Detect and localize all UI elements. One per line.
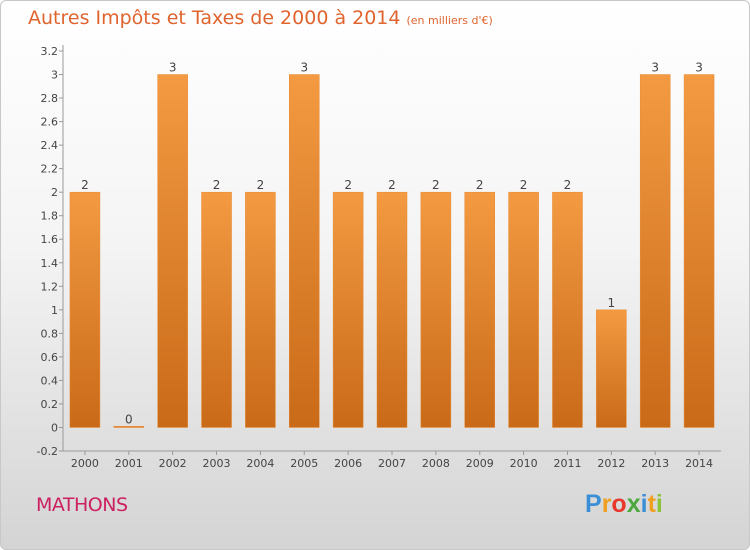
bar-value-label: 2 [476, 178, 484, 192]
logo-letter: t [647, 490, 656, 518]
y-tick-label: 1.8 [41, 210, 59, 223]
y-tick-label: 1.6 [41, 233, 59, 246]
y-tick-label: 2.8 [41, 92, 59, 105]
bar [289, 74, 320, 428]
bar-value-label: 2 [520, 178, 528, 192]
logo-letter: o [611, 490, 627, 518]
y-tick-label: 2.2 [41, 163, 59, 176]
bar-value-label: 0 [125, 412, 133, 426]
x-tick-label: 2012 [597, 457, 625, 470]
y-tick-label: 3 [51, 69, 58, 82]
y-tick-label: 1.2 [41, 280, 59, 293]
logo-letter: r [601, 490, 612, 518]
bar [552, 191, 583, 428]
bar [245, 191, 276, 428]
y-tick-label: 0.6 [41, 351, 59, 364]
proxiti-logo: Proxiti [585, 490, 663, 519]
x-tick-label: 2013 [641, 457, 669, 470]
bar [420, 191, 452, 428]
chart-unit: (en milliers d'€) [406, 14, 493, 27]
commune-name: MATHONS [36, 494, 128, 516]
y-tick-label: 2.6 [41, 116, 59, 129]
x-tick-label: 2010 [510, 457, 538, 470]
x-tick-label: 2001 [115, 457, 143, 470]
y-tick-label: 0.8 [41, 327, 59, 340]
x-tick-label: 2006 [334, 457, 362, 470]
bar [157, 74, 188, 428]
y-tick-label: -0.2 [37, 445, 58, 458]
x-tick-label: 2011 [553, 457, 581, 470]
chart-title-text: Autres Impôts et Taxes de 2000 à 2014 [28, 7, 401, 29]
bar-value-label: 2 [81, 178, 89, 192]
logo-letter: x [626, 490, 641, 518]
bar [508, 191, 539, 428]
logo-letter: P [585, 490, 602, 518]
y-tick-label: 1 [51, 304, 58, 317]
chart-title: Autres Impôts et Taxes de 2000 à 2014 (en… [28, 7, 493, 29]
bar [639, 74, 671, 428]
x-tick-label: 2003 [203, 457, 231, 470]
y-tick-label: 0 [51, 421, 58, 434]
bar-value-label: 2 [432, 178, 440, 192]
x-tick-label: 2014 [685, 457, 713, 470]
bar [69, 191, 101, 428]
chart-labels: 2 2000 0 2001 3 2002 2 2003 2 2004 3 2005 2 2006 2 2007… [71, 61, 713, 470]
bar-value-label: 3 [300, 61, 308, 75]
bar-value-label: 2 [344, 178, 352, 192]
bar [464, 191, 495, 428]
chart-axes: -0.2 0 0.2 0.4 0.6 0.8 1 1.2 1.4 1.6 1.8 2 2.2 2.4 2.6… [37, 45, 721, 458]
y-tick-label: 0.4 [41, 374, 59, 387]
x-tick-label: 2000 [71, 457, 99, 470]
chart-bars [69, 74, 715, 428]
bar [332, 191, 364, 428]
bar-value-label: 3 [695, 61, 703, 75]
bar [376, 191, 408, 428]
logo-letter: i [640, 490, 648, 518]
bar-value-label: 1 [608, 296, 616, 310]
y-tick-label: 1.4 [41, 257, 59, 270]
x-tick-label: 2009 [466, 457, 494, 470]
x-tick-label: 2002 [159, 457, 187, 470]
bar-value-label: 3 [169, 61, 177, 75]
x-tick-label: 2005 [290, 457, 318, 470]
y-tick-label: 0.2 [41, 398, 59, 411]
bar [113, 426, 145, 428]
bar [596, 309, 627, 428]
x-tick-label: 2004 [246, 457, 274, 470]
y-tick-label: 2 [51, 186, 58, 199]
bar-value-label: 3 [651, 61, 659, 75]
x-tick-label: 2008 [422, 457, 450, 470]
bar-value-label: 2 [213, 178, 221, 192]
bar-value-label: 2 [388, 178, 396, 192]
bar [201, 191, 232, 428]
bar [683, 74, 715, 428]
y-tick-label: 3.2 [41, 45, 59, 58]
x-tick-label: 2007 [378, 457, 406, 470]
bar-value-label: 2 [257, 178, 265, 192]
logo-letter: i [655, 490, 663, 518]
bar-value-label: 2 [564, 178, 572, 192]
y-tick-label: 2.4 [41, 139, 59, 152]
